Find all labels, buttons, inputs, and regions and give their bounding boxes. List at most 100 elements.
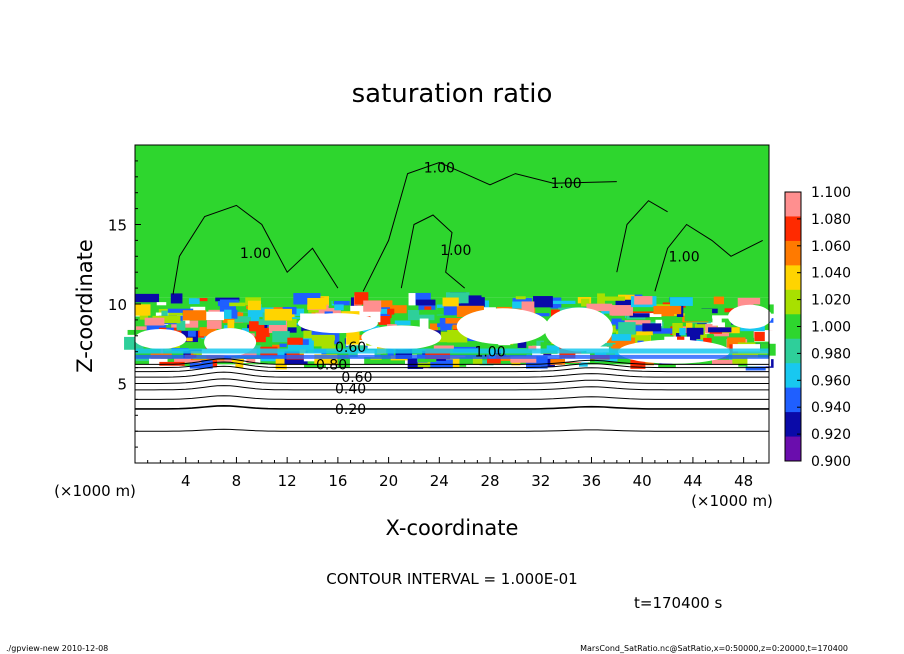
contour-line (400, 214, 466, 289)
x-tick-label: 20 (379, 472, 398, 490)
field-cell (287, 342, 314, 350)
field-cell (348, 334, 374, 341)
field-cell (249, 321, 265, 332)
field-cell (415, 299, 436, 306)
field-cell (615, 299, 640, 307)
colorbar-swatch (785, 338, 801, 364)
field-cell (167, 308, 194, 313)
field-cell (407, 358, 424, 369)
colorbar-swatch (785, 436, 801, 462)
field-cell (624, 320, 651, 325)
field-cell (314, 354, 338, 364)
x-unit-label: (×1000 m) (691, 492, 773, 510)
field-cell (229, 302, 246, 307)
field-cell (486, 355, 501, 364)
field-cell (713, 332, 730, 337)
field-cell (612, 344, 628, 351)
field-cell (287, 327, 297, 337)
field-cell (363, 300, 382, 312)
colorbar-label: 0.900 (811, 454, 851, 470)
field-cell (431, 331, 459, 343)
field-cell (611, 337, 636, 349)
field-cell (135, 293, 160, 303)
x-tick-label: 44 (683, 472, 702, 490)
colorbar-swatch (785, 412, 801, 438)
contour-line (135, 365, 769, 373)
field-cell (655, 319, 663, 327)
field-cell (234, 316, 258, 323)
contour-line (135, 428, 769, 432)
field-cell (428, 359, 453, 369)
field-cell (226, 309, 238, 319)
footer-right: MarsCond_SatRatio.nc@SatRatio,x=0:50000,… (580, 644, 848, 653)
colorbar-label: 0.960 (811, 373, 851, 389)
field-cell (747, 357, 772, 367)
field-cell (618, 322, 636, 335)
colorbar-swatch (785, 289, 801, 315)
field-upper (135, 145, 769, 298)
field-patch (297, 313, 378, 334)
field-cell (604, 313, 626, 319)
field-cell (241, 328, 249, 333)
contour-lines (135, 161, 769, 432)
field-cell (737, 297, 761, 308)
field-cell (176, 320, 186, 331)
field-cell (335, 342, 342, 350)
contour-label: 1.00 (424, 160, 455, 176)
field-cell (581, 298, 590, 307)
field-cell (521, 301, 535, 314)
field-cell (321, 345, 341, 351)
field-cell (258, 319, 286, 325)
field-cell (127, 329, 147, 335)
field-cell (528, 345, 537, 351)
field-cell (456, 357, 467, 367)
contour-interval-note: CONTOUR INTERVAL = 1.000E-01 (326, 570, 577, 588)
x-tick-label: 40 (633, 472, 652, 490)
contour-line (135, 378, 769, 384)
field-cell (146, 322, 167, 333)
y-axis-ticks: 5 10 15 (108, 160, 141, 448)
field-cell (210, 359, 218, 368)
field-cell (479, 360, 494, 366)
field-cell (644, 335, 651, 345)
field-cell (424, 306, 432, 313)
contour-label: 1.00 (440, 243, 471, 259)
x-axis-ticks: 4 8 12 16 20 24 28 32 36 40 44 48 (147, 457, 757, 490)
field-cell (150, 358, 168, 366)
x-tick-label: 48 (734, 472, 753, 490)
field-cell (186, 337, 193, 342)
field-cell (247, 307, 274, 317)
field-cell (724, 308, 737, 313)
contour-label: 1.00 (668, 249, 699, 265)
contour-line (172, 204, 339, 295)
field-cell (417, 357, 437, 362)
field-cell (247, 336, 266, 343)
colorbar-swatch (785, 363, 801, 389)
field-cell (488, 349, 496, 359)
field-cell (710, 315, 729, 319)
contour-label: 0.60 (335, 340, 366, 356)
y-unit-label: (×1000 m) (54, 482, 136, 500)
contour-line (135, 385, 769, 391)
colorbar-swatch (785, 314, 801, 340)
contour-label: 1.00 (551, 176, 582, 192)
colorbar-swatch (785, 216, 801, 242)
field-cell (708, 327, 732, 333)
footer-left: ./gpview-new 2010-12-08 (6, 644, 108, 653)
field-cell (712, 317, 722, 326)
field-cell (313, 333, 335, 347)
field-cell (527, 313, 550, 317)
field-cell (227, 319, 235, 329)
field-cell (362, 326, 380, 332)
field-cell (442, 297, 459, 307)
contour-labels: 1.001.001.001.00 1.000.60 1.000.800.600.40… (240, 160, 700, 418)
field-cell (134, 304, 151, 316)
chart-title: saturation ratio (352, 79, 553, 109)
field-cell (677, 336, 685, 342)
colorbar-label: 1.060 (811, 239, 851, 255)
colorbar-label: 1.000 (811, 320, 851, 336)
field-cell (468, 295, 482, 304)
field-cell (684, 308, 713, 322)
contour-label: 1.00 (240, 246, 271, 262)
time-stamp: t=170400 s (634, 594, 722, 612)
